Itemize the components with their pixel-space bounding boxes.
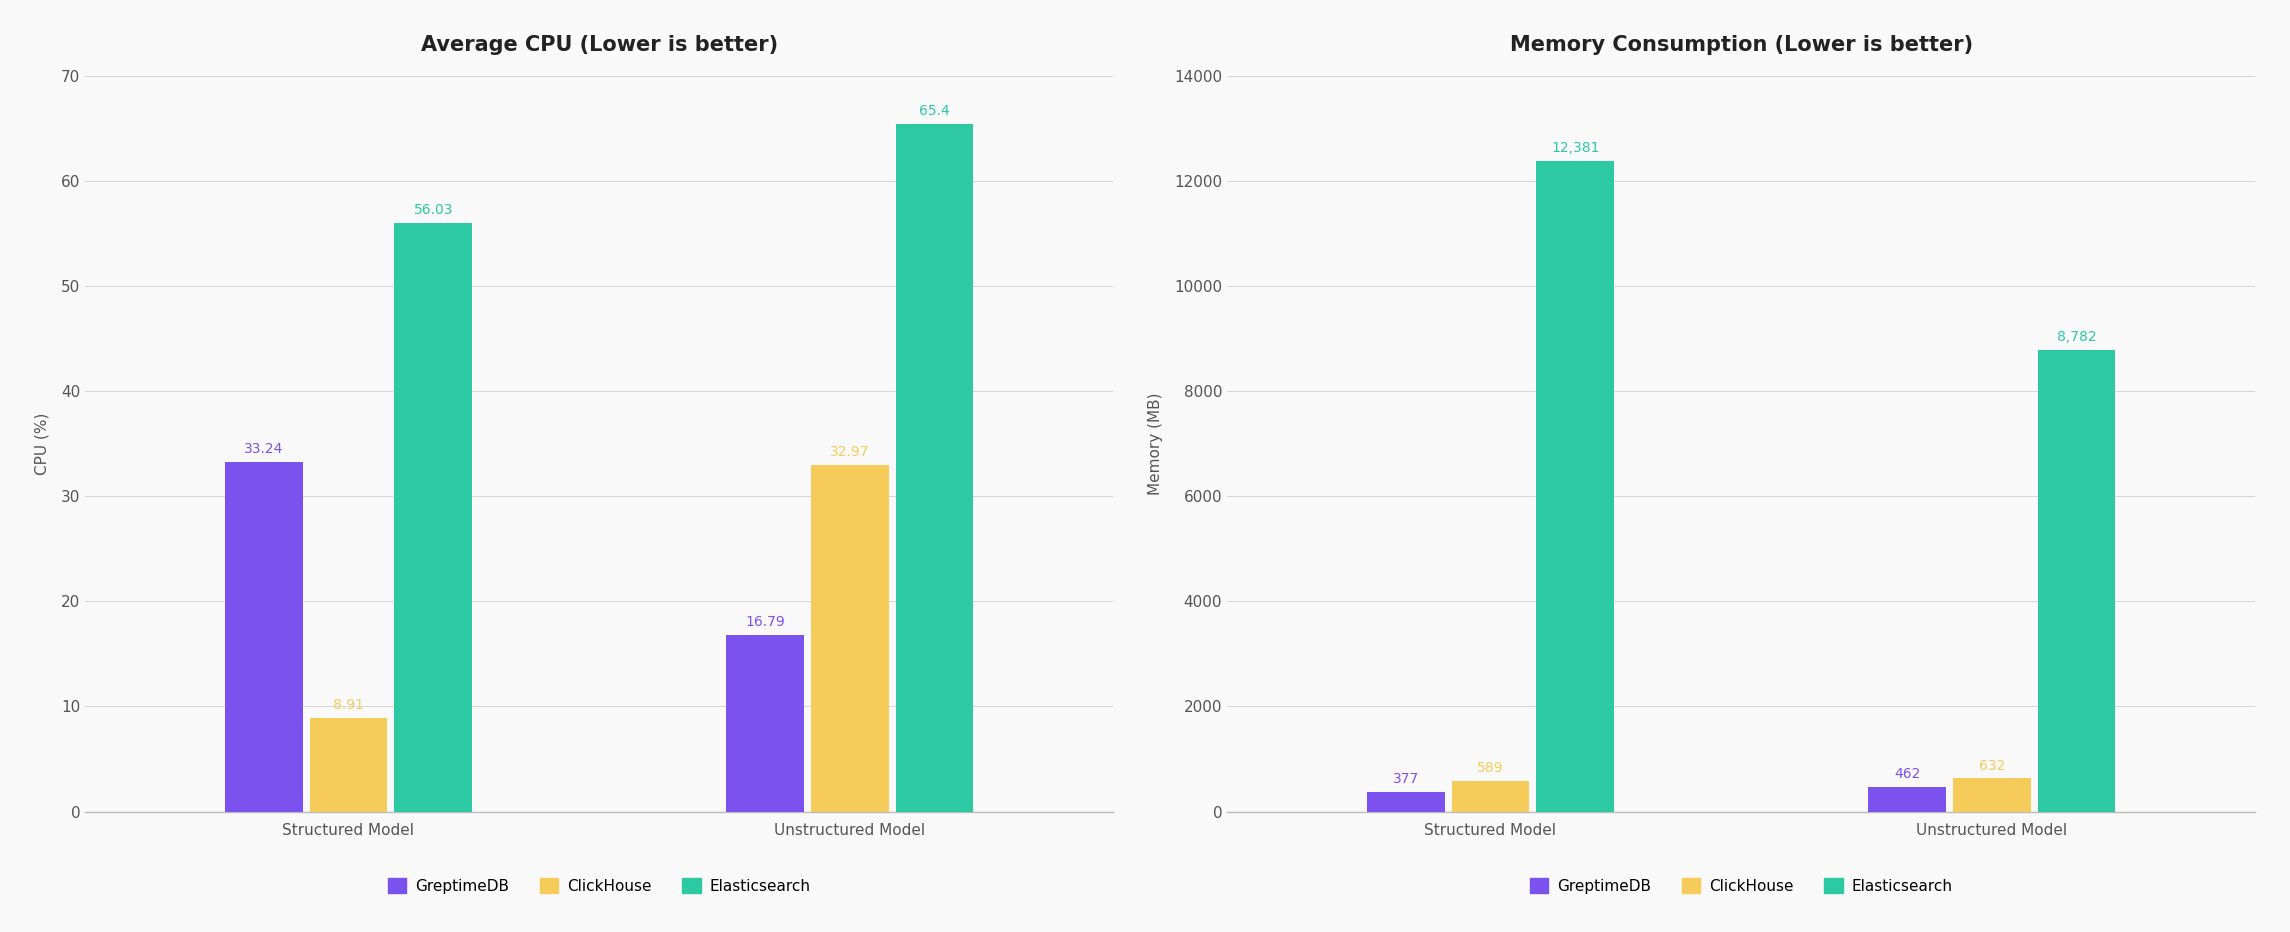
Bar <box>394 223 472 812</box>
Text: 33.24: 33.24 <box>245 443 284 457</box>
Bar <box>224 462 302 812</box>
Bar <box>1367 792 1445 812</box>
Text: 8.91: 8.91 <box>332 698 364 712</box>
Text: 462: 462 <box>1894 767 1921 781</box>
Bar <box>2038 350 2116 812</box>
Bar <box>895 124 973 812</box>
Bar <box>811 465 889 812</box>
Bar <box>726 635 804 812</box>
Title: Average CPU (Lower is better): Average CPU (Lower is better) <box>421 34 779 55</box>
Text: 589: 589 <box>1477 761 1505 774</box>
Legend: GreptimeDB, ClickHouse, Elasticsearch: GreptimeDB, ClickHouse, Elasticsearch <box>1523 871 1958 899</box>
Y-axis label: CPU (%): CPU (%) <box>34 413 50 475</box>
Text: 8,782: 8,782 <box>2056 330 2095 344</box>
Text: 12,381: 12,381 <box>1550 141 1598 155</box>
Bar <box>1869 788 1946 812</box>
Bar <box>1537 161 1614 812</box>
Bar <box>1452 781 1530 812</box>
Text: 56.03: 56.03 <box>414 202 453 217</box>
Text: 16.79: 16.79 <box>744 615 785 629</box>
Bar <box>309 718 387 812</box>
Text: 32.97: 32.97 <box>829 445 870 459</box>
Text: 65.4: 65.4 <box>918 104 950 118</box>
Bar <box>1953 778 2031 812</box>
Title: Memory Consumption (Lower is better): Memory Consumption (Lower is better) <box>1509 34 1972 55</box>
Legend: GreptimeDB, ClickHouse, Elasticsearch: GreptimeDB, ClickHouse, Elasticsearch <box>382 871 818 899</box>
Y-axis label: Memory (MB): Memory (MB) <box>1147 392 1163 495</box>
Text: 377: 377 <box>1392 772 1420 786</box>
Text: 632: 632 <box>1979 759 2006 773</box>
